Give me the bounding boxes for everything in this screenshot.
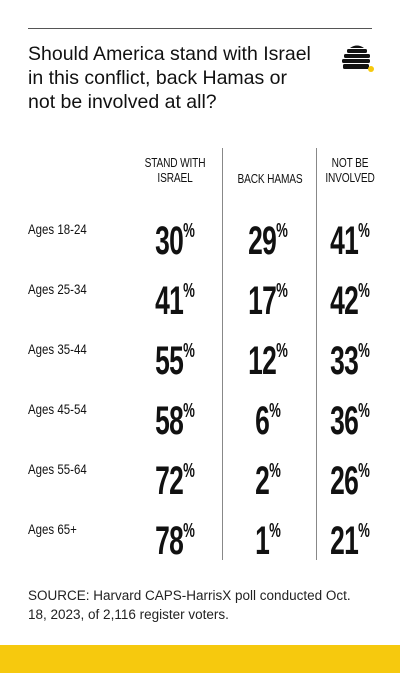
value-cell: 72% [145, 451, 204, 501]
top-rule [28, 28, 372, 29]
footer-bar [0, 645, 400, 673]
percent-sign: % [183, 400, 195, 422]
column-header-stand-with-israel: STAND WITH ISRAEL [144, 155, 206, 185]
row-label: Ages 18-24 [28, 221, 87, 237]
value-cell: 58% [145, 391, 204, 441]
row-label: Ages 55-64 [28, 461, 87, 477]
value-cell: 36% [320, 391, 379, 441]
value-number: 72 [155, 459, 184, 503]
value-number: 41 [155, 279, 184, 323]
row-label: Ages 25-34 [28, 281, 87, 297]
column-header-back-hamas: BACK HAMAS [237, 171, 303, 186]
percent-sign: % [358, 400, 370, 422]
value-cell: 1% [238, 511, 297, 561]
percent-sign: % [358, 220, 370, 242]
percent-sign: % [269, 400, 281, 422]
percent-sign: % [358, 340, 370, 362]
value-number: 30 [155, 219, 184, 263]
percent-sign: % [358, 520, 370, 542]
value-cell: 12% [238, 331, 297, 381]
percent-sign: % [183, 520, 195, 542]
value-number: 12 [248, 339, 277, 383]
value-number: 26 [330, 459, 359, 503]
value-cell: 17% [238, 271, 297, 321]
value-number: 55 [155, 339, 184, 383]
percent-sign: % [183, 340, 195, 362]
value-cell: 41% [145, 271, 204, 321]
percent-sign: % [276, 220, 288, 242]
value-cell: 42% [320, 271, 379, 321]
percent-sign: % [183, 220, 195, 242]
value-number: 21 [330, 519, 359, 563]
value-cell: 30% [145, 211, 204, 261]
percent-sign: % [276, 340, 288, 362]
source-note: SOURCE: Harvard CAPS-HarrisX poll conduc… [28, 588, 351, 622]
percent-sign: % [269, 520, 281, 542]
percent-sign: % [183, 280, 195, 302]
value-number: 1 [255, 519, 270, 563]
value-cell: 41% [320, 211, 379, 261]
column-header-not-be-involved: NOT BE INVOLVED [325, 155, 375, 185]
value-number: 58 [155, 399, 184, 443]
value-cell: 26% [320, 451, 379, 501]
value-number: 29 [248, 219, 277, 263]
value-cell: 29% [238, 211, 297, 261]
value-number: 42 [330, 279, 359, 323]
value-number: 2 [255, 459, 270, 503]
beehive-icon [342, 45, 374, 72]
column-divider [222, 148, 223, 560]
value-number: 33 [330, 339, 359, 383]
value-number: 6 [255, 399, 270, 443]
percent-sign: % [183, 460, 195, 482]
value-number: 36 [330, 399, 359, 443]
value-cell: 2% [238, 451, 297, 501]
value-number: 17 [248, 279, 277, 323]
row-label: Ages 35-44 [28, 341, 87, 357]
row-label: Ages 65+ [28, 521, 77, 537]
row-label: Ages 45-54 [28, 401, 87, 417]
percent-sign: % [269, 460, 281, 482]
column-divider [316, 148, 317, 560]
value-number: 41 [330, 219, 359, 263]
value-cell: 21% [320, 511, 379, 561]
value-cell: 33% [320, 331, 379, 381]
value-number: 78 [155, 519, 184, 563]
percent-sign: % [276, 280, 288, 302]
value-cell: 78% [145, 511, 204, 561]
percent-sign: % [358, 460, 370, 482]
value-cell: 6% [238, 391, 297, 441]
percent-sign: % [358, 280, 370, 302]
value-cell: 55% [145, 331, 204, 381]
chart-title: Should America stand with Israel in this… [28, 43, 311, 113]
